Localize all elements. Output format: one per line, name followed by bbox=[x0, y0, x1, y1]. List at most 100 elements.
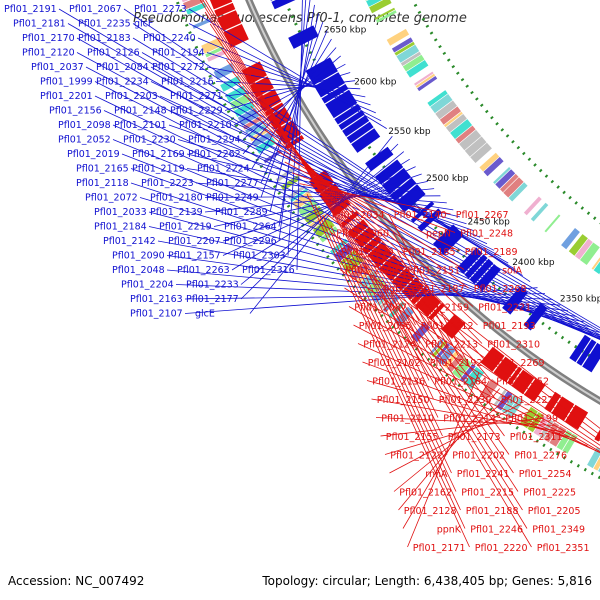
category-segment bbox=[500, 173, 519, 193]
forward-connector bbox=[184, 287, 538, 314]
reverse-gene-label: Pfl01_2310 bbox=[487, 340, 540, 351]
forward-connector bbox=[67, 23, 600, 331]
reverse-gene-label: Pfl01_2267 bbox=[456, 210, 509, 221]
forward-connector bbox=[215, 81, 361, 90]
category-segment bbox=[445, 114, 467, 133]
reverse-gene-label: Pfl01_2136 bbox=[372, 377, 425, 388]
category-segment bbox=[580, 242, 600, 265]
reverse-gene-label: Pfl01_2151 bbox=[407, 266, 460, 277]
forward-gene-label: Pfl01_2296 bbox=[224, 236, 277, 247]
forward-gene-label: Pfl01_2191 bbox=[4, 4, 57, 15]
cds-feature bbox=[457, 247, 483, 274]
forward-connector bbox=[94, 81, 600, 339]
category-segment bbox=[417, 76, 438, 92]
forward-gene-label: Pfl01_2033 bbox=[94, 207, 147, 218]
category-segment bbox=[530, 202, 549, 222]
forward-connector bbox=[222, 166, 416, 256]
category-segment bbox=[479, 378, 499, 400]
forward-gene-label: Pfl01_2234 bbox=[96, 77, 149, 88]
reverse-gene-label: Pfl01_2241 bbox=[457, 469, 510, 480]
reverse-gene-label: Pfl01_2173 bbox=[448, 432, 501, 443]
forward-gene-label: Pfl01_2120 bbox=[22, 48, 75, 59]
category-segment bbox=[593, 456, 600, 471]
forward-gene-label: Pfl01_2230 bbox=[123, 135, 176, 146]
kbp-label: 2500 kbp bbox=[426, 174, 469, 184]
category-segment bbox=[365, 0, 368, 1]
forward-gene-label: Pfl01_2240 bbox=[143, 33, 196, 44]
forward-gene-label: Pfl01_2263 bbox=[177, 265, 230, 276]
forward-gene-label: Pfl01_2272 bbox=[152, 62, 205, 73]
category-segment bbox=[544, 214, 561, 233]
category-segment bbox=[593, 261, 600, 275]
reverse-connector bbox=[344, 287, 600, 450]
reverse-connector bbox=[250, 105, 483, 344]
reverse-connector bbox=[205, 0, 532, 548]
reverse-connector bbox=[338, 235, 452, 474]
reverse-gene-label: Pfl01_2239 bbox=[439, 395, 492, 406]
kbp-label: 2450 kbp bbox=[467, 218, 510, 228]
forward-connector bbox=[159, 95, 488, 245]
forward-connector bbox=[287, 0, 307, 256]
forward-gene-label: Pfl01_2072 bbox=[85, 193, 138, 204]
category-segment bbox=[561, 228, 580, 250]
cds-feature bbox=[338, 110, 365, 130]
category-segment bbox=[205, 45, 225, 58]
forward-gene-label: Pfl01_2067 bbox=[69, 4, 122, 15]
reverse-gene-label: Pfl01_2215 bbox=[461, 488, 514, 499]
reverse-gene-label: Pfl01_2150 bbox=[377, 395, 430, 406]
forward-gene-labels: Pfl01_2191 Pfl01_2181 Pfl01_2170 Pfl01_2120… bbox=[4, 4, 295, 320]
forward-gene-label: Pfl01_2216 bbox=[161, 77, 214, 88]
forward-connector bbox=[175, 284, 553, 300]
reverse-gene-label: Pfl01_2193 bbox=[483, 321, 536, 332]
reverse-gene-label: ppnK bbox=[437, 525, 462, 536]
cds-feature bbox=[346, 121, 374, 144]
category-segment bbox=[493, 167, 511, 184]
category-segment bbox=[493, 388, 508, 407]
forward-gene-label: Pfl01_2169 bbox=[132, 149, 185, 160]
category-segment bbox=[297, 198, 319, 218]
cds-feature bbox=[464, 254, 488, 279]
category-segment bbox=[201, 37, 223, 54]
category-segment bbox=[464, 136, 487, 157]
category-segment bbox=[568, 234, 588, 256]
forward-connector bbox=[242, 47, 337, 155]
forward-gene-label: Pfl01_2224 bbox=[197, 164, 250, 175]
cds-feature bbox=[523, 302, 548, 331]
reverse-connector bbox=[353, 324, 600, 454]
forward-gene-label: Pfl01_2101 bbox=[114, 120, 167, 131]
forward-gene-label: Pfl01_2183 bbox=[78, 33, 131, 44]
forward-gene-label: Pfl01_2201 bbox=[40, 91, 93, 102]
cds-feature bbox=[511, 369, 535, 395]
category-segment bbox=[444, 111, 463, 128]
reverse-connector bbox=[330, 225, 457, 492]
category-segment bbox=[391, 37, 414, 53]
cds-feature bbox=[367, 241, 394, 268]
forward-connector bbox=[224, 72, 351, 111]
reverse-connector bbox=[375, 417, 554, 426]
forward-gene-label: Pfl01_2098 bbox=[58, 120, 111, 131]
reverse-connector bbox=[231, 71, 496, 400]
reverse-gene-label: Pfl01_2214 bbox=[443, 414, 496, 425]
cds-feature bbox=[507, 366, 523, 386]
cds-feature bbox=[342, 115, 370, 137]
backbone-highlight bbox=[247, 0, 600, 403]
category-segment bbox=[394, 41, 415, 56]
forward-connector bbox=[213, 181, 428, 227]
category-segment bbox=[183, 0, 205, 10]
category-segment bbox=[220, 75, 242, 92]
forward-gene-label: Pfl01_2277 bbox=[206, 178, 259, 189]
reverse-gene-label: Pfl01_2225 bbox=[523, 488, 576, 499]
forward-connector bbox=[233, 63, 346, 126]
reverse-gene-label: ligD bbox=[384, 284, 403, 295]
category-segment bbox=[495, 169, 516, 189]
forward-gene-label: Pfl01_2163 bbox=[130, 294, 183, 305]
cds-feature bbox=[417, 208, 443, 232]
forward-gene-label: Pfl01_2223 bbox=[141, 178, 194, 189]
reverse-connector bbox=[392, 232, 459, 357]
reverse-gene-label: Pfl01_2213 bbox=[425, 340, 478, 351]
category-segment bbox=[479, 152, 500, 172]
forward-connector bbox=[168, 110, 481, 238]
reverse-gene-label: Pfl01_2034 bbox=[332, 210, 385, 221]
reverse-gene-label: Pfl01_2164 bbox=[434, 377, 487, 388]
reverse-connector bbox=[397, 250, 449, 348]
